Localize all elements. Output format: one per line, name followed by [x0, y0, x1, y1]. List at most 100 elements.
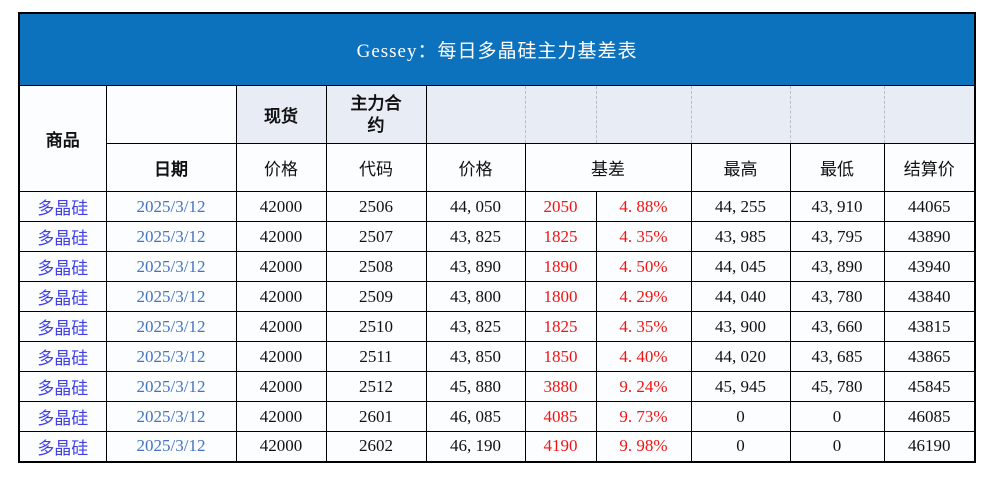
cell-low: 0 — [789, 431, 885, 462]
cell-spot_price: 42000 — [235, 221, 327, 252]
cell-date: 2025/3/12 — [105, 251, 237, 282]
cell-basis: 1850 — [524, 341, 597, 372]
table-title: Gessey：每日多晶硅主力基差表 — [18, 12, 976, 86]
cell-price: 44, 050 — [425, 191, 526, 222]
table-body: 多晶硅 2025/3/12 42000 2506 44, 050 2050 4. 88% 44… — [18, 191, 976, 462]
table-row: 多晶硅 2025/3/12 42000 2508 43, 890 1890 4. 50% 44… — [18, 251, 976, 282]
cell-commodity: 多晶硅 — [18, 401, 107, 432]
header-merged-blank — [425, 85, 976, 144]
cell-basis_pct: 4. 35% — [595, 221, 692, 252]
daily-basis-table: Gessey：每日多晶硅主力基差表 商品 现货 主力合约 日期 价格 — [18, 12, 977, 463]
header-high: 最高 — [690, 143, 791, 192]
cell-spot_price: 42000 — [235, 311, 327, 342]
cell-spot_price: 42000 — [235, 401, 327, 432]
cell-code: 2512 — [325, 371, 427, 402]
table-title-row: Gessey：每日多晶硅主力基差表 — [18, 12, 976, 86]
table-row: 多晶硅 2025/3/12 42000 2510 43, 825 1825 4. 35% 43… — [18, 311, 976, 342]
cell-low: 45, 780 — [789, 371, 885, 402]
cell-settlement: 45845 — [883, 371, 976, 402]
table-row: 多晶硅 2025/3/12 42000 2601 46, 085 4085 9. 73% 0 0… — [18, 401, 976, 432]
cell-settlement: 46190 — [883, 431, 976, 462]
header-date: 日期 — [105, 143, 237, 192]
cell-basis_pct: 4. 50% — [595, 251, 692, 282]
cell-commodity: 多晶硅 — [18, 371, 107, 402]
cell-commodity: 多晶硅 — [18, 251, 107, 282]
cell-commodity: 多晶硅 — [18, 431, 107, 462]
header-main-contract-label: 主力合约 — [350, 94, 402, 135]
cell-code: 2602 — [325, 431, 427, 462]
cell-code: 2510 — [325, 311, 427, 342]
cell-basis: 1825 — [524, 221, 597, 252]
cell-settlement: 44065 — [883, 191, 976, 222]
cell-code: 2508 — [325, 251, 427, 282]
cell-spot_price: 42000 — [235, 371, 327, 402]
cell-low: 43, 890 — [789, 251, 885, 282]
cell-settlement: 43890 — [883, 221, 976, 252]
cell-code: 2511 — [325, 341, 427, 372]
cell-code: 2509 — [325, 281, 427, 312]
cell-settlement: 43840 — [883, 281, 976, 312]
cell-basis_pct: 4. 29% — [595, 281, 692, 312]
cell-spot_price: 42000 — [235, 431, 327, 462]
table-row: 多晶硅 2025/3/12 42000 2602 46, 190 4190 9. 98% 0 0… — [18, 431, 976, 462]
table-row: 多晶硅 2025/3/12 42000 2512 45, 880 3880 9. 24% 45… — [18, 371, 976, 402]
header-empty — [105, 85, 237, 144]
table-row: 多晶硅 2025/3/12 42000 2509 43, 800 1800 4. 29% 44… — [18, 281, 976, 312]
cell-price: 46, 190 — [425, 431, 526, 462]
cell-settlement: 43815 — [883, 311, 976, 342]
cell-basis: 1890 — [524, 251, 597, 282]
header-commodity: 商品 — [18, 85, 107, 192]
cell-code: 2506 — [325, 191, 427, 222]
cell-code: 2601 — [325, 401, 427, 432]
cell-basis_pct: 9. 24% — [595, 371, 692, 402]
cell-basis_pct: 4. 88% — [595, 191, 692, 222]
cell-price: 43, 825 — [425, 221, 526, 252]
cell-basis_pct: 9. 73% — [595, 401, 692, 432]
header-basis: 基差 — [524, 143, 692, 192]
cell-date: 2025/3/12 — [105, 341, 237, 372]
cell-code: 2507 — [325, 221, 427, 252]
cell-settlement: 43940 — [883, 251, 976, 282]
cell-high: 44, 040 — [690, 281, 791, 312]
header-main-contract: 主力合约 — [325, 85, 427, 144]
header-spot: 现货 — [235, 85, 327, 144]
table-row: 多晶硅 2025/3/12 42000 2506 44, 050 2050 4. 88% 44… — [18, 191, 976, 222]
cell-commodity: 多晶硅 — [18, 341, 107, 372]
cell-commodity: 多晶硅 — [18, 191, 107, 222]
cell-price: 45, 880 — [425, 371, 526, 402]
cell-basis: 4085 — [524, 401, 597, 432]
cell-date: 2025/3/12 — [105, 311, 237, 342]
cell-date: 2025/3/12 — [105, 281, 237, 312]
header-spot-price: 价格 — [235, 143, 327, 192]
cell-high: 44, 045 — [690, 251, 791, 282]
cell-date: 2025/3/12 — [105, 431, 237, 462]
cell-basis_pct: 4. 35% — [595, 311, 692, 342]
dashed-grid-overlay — [427, 86, 974, 143]
cell-high: 43, 900 — [690, 311, 791, 342]
cell-spot_price: 42000 — [235, 281, 327, 312]
cell-spot_price: 42000 — [235, 191, 327, 222]
cell-price: 46, 085 — [425, 401, 526, 432]
cell-high: 43, 985 — [690, 221, 791, 252]
cell-basis_pct: 9. 98% — [595, 431, 692, 462]
cell-basis: 3880 — [524, 371, 597, 402]
cell-spot_price: 42000 — [235, 341, 327, 372]
cell-basis: 1800 — [524, 281, 597, 312]
cell-basis: 1825 — [524, 311, 597, 342]
header-row-2: 日期 价格 代码 价格 基差 最高 最低 结算价 — [19, 143, 976, 192]
cell-date: 2025/3/12 — [105, 371, 237, 402]
cell-commodity: 多晶硅 — [18, 221, 107, 252]
cell-high: 44, 255 — [690, 191, 791, 222]
cell-price: 43, 825 — [425, 311, 526, 342]
cell-basis: 4190 — [524, 431, 597, 462]
cell-commodity: 多晶硅 — [18, 311, 107, 342]
cell-date: 2025/3/12 — [105, 221, 237, 252]
cell-low: 43, 910 — [789, 191, 885, 222]
cell-date: 2025/3/12 — [105, 401, 237, 432]
cell-low: 43, 780 — [789, 281, 885, 312]
table-row: 多晶硅 2025/3/12 42000 2507 43, 825 1825 4. 35% 43… — [18, 221, 976, 252]
cell-high: 0 — [690, 431, 791, 462]
cell-settlement: 46085 — [883, 401, 976, 432]
cell-price: 43, 800 — [425, 281, 526, 312]
cell-price: 43, 890 — [425, 251, 526, 282]
